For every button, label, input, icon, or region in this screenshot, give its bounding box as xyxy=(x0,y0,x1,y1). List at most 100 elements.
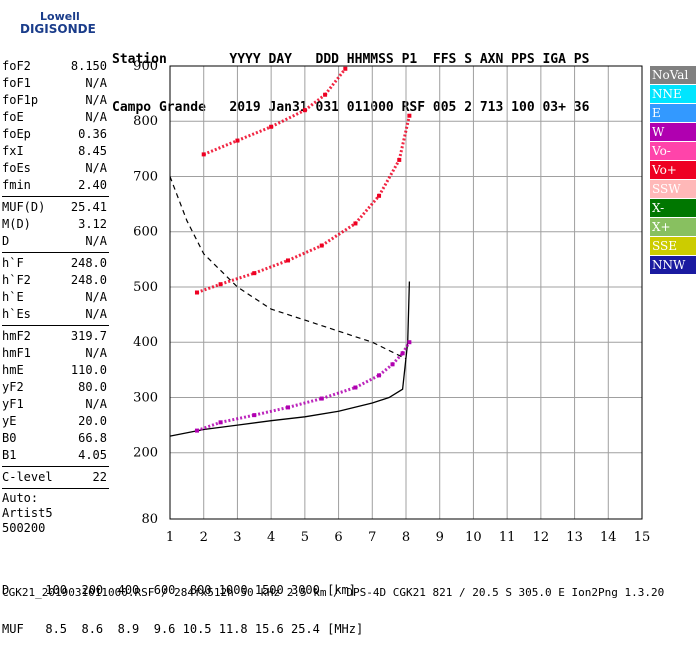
legend-item: Vo- xyxy=(650,142,696,160)
trace-point xyxy=(319,396,324,401)
trace-segment xyxy=(303,93,326,112)
trace-point xyxy=(323,92,328,97)
digisonde-logo: Lowell DIGISONDE xyxy=(4,8,104,50)
param-value: 3.12 xyxy=(78,217,107,231)
x-tick-label: 5 xyxy=(301,530,309,545)
param-label: h`E xyxy=(2,290,24,304)
y-tick-label: 200 xyxy=(133,446,158,461)
x-tick-label: 9 xyxy=(436,530,444,545)
legend-item: NNW xyxy=(650,256,696,274)
parameters-panel: foF2 8.150 foF1 N/A foF1p N/A foE N/A foEp 0.36 fx… xyxy=(2,58,109,536)
param-label: B1 xyxy=(2,448,17,462)
param-label: yF1 xyxy=(2,397,24,411)
y-tick-label: 700 xyxy=(133,169,158,184)
trace-segment xyxy=(287,397,323,409)
y-tick-label: 500 xyxy=(133,280,158,295)
param-value: 8.150 xyxy=(70,59,107,73)
trace-point xyxy=(194,428,199,433)
x-tick-label: 6 xyxy=(334,530,342,545)
param-label: M(D) xyxy=(2,217,31,231)
trace-point xyxy=(286,405,290,410)
x-tick-label: 13 xyxy=(566,530,583,545)
param-value: 248.0 xyxy=(70,256,107,270)
trace-point xyxy=(377,373,382,378)
trace-point xyxy=(400,351,405,356)
param-value: 80.0 xyxy=(78,380,107,394)
trace-segment xyxy=(320,222,357,247)
trace-segment xyxy=(220,413,255,424)
polarization-legend: NoVal NNE E W Vo- Vo+ SSW X- X+ SSE NNW xyxy=(650,66,696,275)
param-row: foEp 0.36 xyxy=(2,126,109,143)
trace-point xyxy=(407,340,412,345)
logo-line1: Lowell xyxy=(40,10,80,23)
param-row: foF1p N/A xyxy=(2,92,109,109)
param-label: h`F xyxy=(2,256,24,270)
trace-point xyxy=(252,413,257,418)
param-value: N/A xyxy=(85,161,107,175)
param-row: h`F2 248.0 xyxy=(2,272,109,289)
trace-point xyxy=(218,420,223,425)
x-tick-label: 4 xyxy=(267,530,275,545)
legend-item: Vo+ xyxy=(650,161,696,179)
param-label: fmin xyxy=(2,178,31,192)
legend-item: NoVal xyxy=(650,66,696,84)
param-value: 110.0 xyxy=(70,363,107,377)
trace-segment xyxy=(196,420,222,433)
param-label: yE xyxy=(2,414,17,428)
trace-segment xyxy=(196,282,222,294)
trace-point xyxy=(319,243,324,248)
x-tick-label: 12 xyxy=(533,530,550,545)
param-row: MUF(D) 25.41 xyxy=(2,199,109,216)
trace-point xyxy=(302,108,307,113)
param-value: 0.36 xyxy=(78,127,107,141)
param-row: C-level 22 xyxy=(2,469,109,486)
y-tick-label: 400 xyxy=(133,335,158,350)
trace-segment xyxy=(220,271,255,286)
x-tick-label: 10 xyxy=(465,530,482,545)
param-row: foF2 8.150 xyxy=(2,58,109,75)
param-value: 8.45 xyxy=(78,144,107,158)
param-row: h`Es N/A xyxy=(2,306,109,323)
param-label: hmE xyxy=(2,363,24,377)
param-value: N/A xyxy=(85,307,107,321)
y-tick-label: 900 xyxy=(133,59,158,74)
param-row: foF1 N/A xyxy=(2,75,109,92)
legend-item: X+ xyxy=(650,218,696,236)
trace-point xyxy=(252,271,257,276)
trace-point xyxy=(397,157,402,162)
footer-distance-row: D 100 200 400 600 800 1000 1500 3000 [km… xyxy=(2,583,357,597)
trace-point xyxy=(201,152,206,157)
param-value: N/A xyxy=(85,290,107,304)
param-row: fmin 2.40 xyxy=(2,177,109,194)
trace-segment xyxy=(354,374,380,389)
trace-segment xyxy=(378,363,394,377)
trace-point xyxy=(353,385,358,390)
param-value: N/A xyxy=(85,93,107,107)
trace-segment xyxy=(323,67,347,96)
legend-item: X- xyxy=(650,199,696,217)
y-tick-label: 800 xyxy=(133,114,158,129)
trace-point xyxy=(194,290,199,295)
param-separator xyxy=(2,325,109,326)
param-row: D N/A xyxy=(2,233,109,250)
header-row-2: Campo Grande 2019 Jan31 031 011000 RSF 0… xyxy=(112,100,590,115)
param-value: 319.7 xyxy=(70,329,107,343)
param-separator xyxy=(2,488,109,489)
param-value: 66.8 xyxy=(78,431,107,445)
param-label: foEp xyxy=(2,127,31,141)
trace-segment xyxy=(354,194,381,225)
x-tick-label: 15 xyxy=(634,530,651,545)
param-label: h`Es xyxy=(2,307,31,321)
trace-point xyxy=(269,124,274,129)
logo-line2: DIGISONDE xyxy=(20,22,96,36)
legend-item: SSE xyxy=(650,237,696,255)
param-value: 248.0 xyxy=(70,273,107,287)
ionogram-plot: 1 2 3 4 5 6 7 8 9 10 11 12 13 14 152003004005006007008… xyxy=(133,59,651,545)
param-label: foF1p xyxy=(2,93,39,107)
param-value: N/A xyxy=(85,397,107,411)
param-row: fxI 8.45 xyxy=(2,143,109,160)
trace-point xyxy=(235,138,240,143)
trace-point xyxy=(407,113,412,118)
param-value: 20.0 xyxy=(78,414,107,428)
x-tick-label: 11 xyxy=(499,530,516,545)
